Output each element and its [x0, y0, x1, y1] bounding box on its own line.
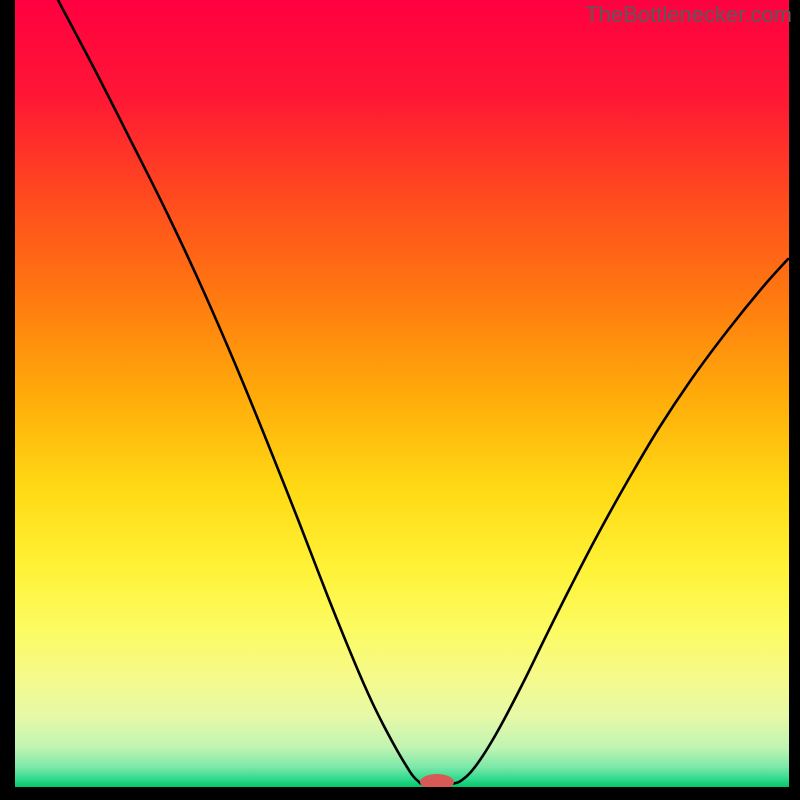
watermark-text: TheBottlenecker.com — [585, 2, 792, 28]
plot-area — [15, 0, 789, 787]
chart-stage: TheBottlenecker.com — [0, 0, 800, 800]
bottleneck-chart — [0, 0, 800, 800]
